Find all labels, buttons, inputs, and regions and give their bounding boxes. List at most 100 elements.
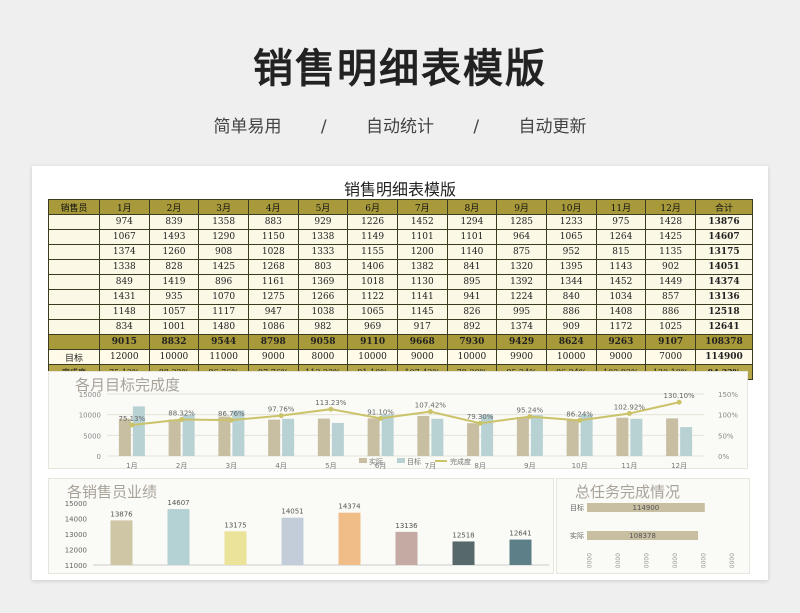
value-cell[interactable]: 975 bbox=[595, 214, 647, 230]
value-cell[interactable]: 9900 bbox=[496, 349, 547, 365]
value-cell[interactable]: 952 bbox=[545, 244, 597, 260]
value-cell[interactable]: 10000 bbox=[446, 349, 498, 365]
value-cell[interactable]: 8000 bbox=[297, 349, 349, 365]
value-cell[interactable]: 1028 bbox=[247, 244, 299, 260]
total-cell[interactable]: 14051 bbox=[695, 259, 753, 275]
value-cell[interactable]: 1294 bbox=[446, 214, 498, 230]
value-cell[interactable]: 947 bbox=[247, 304, 299, 320]
value-cell[interactable]: 9015 bbox=[99, 334, 150, 350]
value-cell[interactable]: 909 bbox=[545, 319, 597, 335]
value-cell[interactable]: 803 bbox=[297, 259, 349, 275]
value-cell[interactable]: 1065 bbox=[347, 304, 398, 320]
value-cell[interactable]: 886 bbox=[645, 304, 696, 320]
value-cell[interactable]: 875 bbox=[496, 244, 547, 260]
value-cell[interactable]: 1428 bbox=[645, 214, 696, 230]
value-cell[interactable]: 1070 bbox=[198, 289, 249, 305]
value-cell[interactable]: 908 bbox=[198, 244, 249, 260]
value-cell[interactable]: 1264 bbox=[595, 229, 647, 245]
value-cell[interactable]: 11000 bbox=[198, 349, 249, 365]
value-cell[interactable]: 1425 bbox=[198, 259, 249, 275]
value-cell[interactable]: 892 bbox=[446, 319, 498, 335]
row-label-cell[interactable] bbox=[48, 259, 100, 275]
value-cell[interactable]: 10000 bbox=[148, 349, 200, 365]
value-cell[interactable]: 1338 bbox=[99, 259, 150, 275]
value-cell[interactable]: 886 bbox=[545, 304, 597, 320]
total-cell[interactable]: 12641 bbox=[695, 319, 753, 335]
row-label-cell[interactable] bbox=[48, 229, 100, 245]
value-cell[interactable]: 1452 bbox=[396, 214, 448, 230]
row-label-cell[interactable] bbox=[48, 214, 100, 230]
value-cell[interactable]: 1425 bbox=[645, 229, 696, 245]
value-cell[interactable]: 982 bbox=[297, 319, 349, 335]
value-cell[interactable]: 935 bbox=[148, 289, 200, 305]
value-cell[interactable]: 896 bbox=[198, 274, 249, 290]
value-cell[interactable]: 8832 bbox=[148, 334, 200, 350]
value-cell[interactable]: 1233 bbox=[545, 214, 597, 230]
row-label-cell[interactable] bbox=[48, 244, 100, 260]
value-cell[interactable]: 9000 bbox=[396, 349, 448, 365]
value-cell[interactable]: 840 bbox=[545, 289, 597, 305]
value-cell[interactable]: 1406 bbox=[347, 259, 398, 275]
value-cell[interactable]: 1057 bbox=[148, 304, 200, 320]
value-cell[interactable]: 1226 bbox=[347, 214, 398, 230]
row-label-cell[interactable] bbox=[48, 304, 100, 320]
value-cell[interactable]: 917 bbox=[396, 319, 448, 335]
value-cell[interactable]: 1140 bbox=[446, 244, 498, 260]
value-cell[interactable]: 1086 bbox=[247, 319, 299, 335]
value-cell[interactable]: 1224 bbox=[496, 289, 547, 305]
value-cell[interactable]: 1148 bbox=[99, 304, 150, 320]
total-cell[interactable]: 13136 bbox=[695, 289, 753, 305]
value-cell[interactable]: 964 bbox=[496, 229, 547, 245]
value-cell[interactable]: 828 bbox=[148, 259, 200, 275]
value-cell[interactable]: 1374 bbox=[99, 244, 150, 260]
row-label-cell[interactable] bbox=[48, 274, 100, 290]
row-label-cell[interactable]: 目标 bbox=[48, 349, 100, 365]
value-cell[interactable]: 1392 bbox=[496, 274, 547, 290]
value-cell[interactable]: 1452 bbox=[595, 274, 647, 290]
value-cell[interactable]: 1161 bbox=[247, 274, 299, 290]
value-cell[interactable]: 857 bbox=[645, 289, 696, 305]
value-cell[interactable]: 7000 bbox=[645, 349, 696, 365]
total-cell[interactable]: 108378 bbox=[695, 334, 753, 350]
value-cell[interactable]: 1130 bbox=[396, 274, 448, 290]
value-cell[interactable]: 1369 bbox=[297, 274, 349, 290]
value-cell[interactable]: 1285 bbox=[496, 214, 547, 230]
value-cell[interactable]: 9107 bbox=[645, 334, 696, 350]
value-cell[interactable]: 1155 bbox=[347, 244, 398, 260]
value-cell[interactable]: 8798 bbox=[247, 334, 299, 350]
value-cell[interactable]: 9000 bbox=[595, 349, 647, 365]
row-label-cell[interactable] bbox=[48, 289, 100, 305]
value-cell[interactable]: 8624 bbox=[545, 334, 597, 350]
total-cell[interactable]: 14374 bbox=[695, 274, 753, 290]
value-cell[interactable]: 815 bbox=[595, 244, 647, 260]
value-cell[interactable]: 1101 bbox=[446, 229, 498, 245]
value-cell[interactable]: 9263 bbox=[595, 334, 647, 350]
value-cell[interactable]: 1067 bbox=[99, 229, 150, 245]
total-cell[interactable]: 12518 bbox=[695, 304, 753, 320]
total-cell[interactable]: 114900 bbox=[695, 349, 753, 365]
value-cell[interactable]: 1172 bbox=[595, 319, 647, 335]
value-cell[interactable]: 839 bbox=[148, 214, 200, 230]
value-cell[interactable]: 1122 bbox=[347, 289, 398, 305]
value-cell[interactable]: 7930 bbox=[446, 334, 498, 350]
value-cell[interactable]: 941 bbox=[446, 289, 498, 305]
row-label-cell[interactable] bbox=[48, 319, 100, 335]
value-cell[interactable]: 1260 bbox=[148, 244, 200, 260]
value-cell[interactable]: 1200 bbox=[396, 244, 448, 260]
value-cell[interactable]: 1018 bbox=[347, 274, 398, 290]
value-cell[interactable]: 10000 bbox=[545, 349, 597, 365]
value-cell[interactable]: 1025 bbox=[645, 319, 696, 335]
value-cell[interactable]: 1395 bbox=[545, 259, 597, 275]
value-cell[interactable]: 1135 bbox=[645, 244, 696, 260]
value-cell[interactable]: 1382 bbox=[396, 259, 448, 275]
value-cell[interactable]: 1149 bbox=[347, 229, 398, 245]
value-cell[interactable]: 9668 bbox=[396, 334, 448, 350]
value-cell[interactable]: 1143 bbox=[595, 259, 647, 275]
value-cell[interactable]: 1038 bbox=[297, 304, 349, 320]
value-cell[interactable]: 1101 bbox=[396, 229, 448, 245]
value-cell[interactable]: 1333 bbox=[297, 244, 349, 260]
total-cell[interactable]: 13876 bbox=[695, 214, 753, 230]
value-cell[interactable]: 1034 bbox=[595, 289, 647, 305]
value-cell[interactable]: 1275 bbox=[247, 289, 299, 305]
value-cell[interactable]: 1493 bbox=[148, 229, 200, 245]
